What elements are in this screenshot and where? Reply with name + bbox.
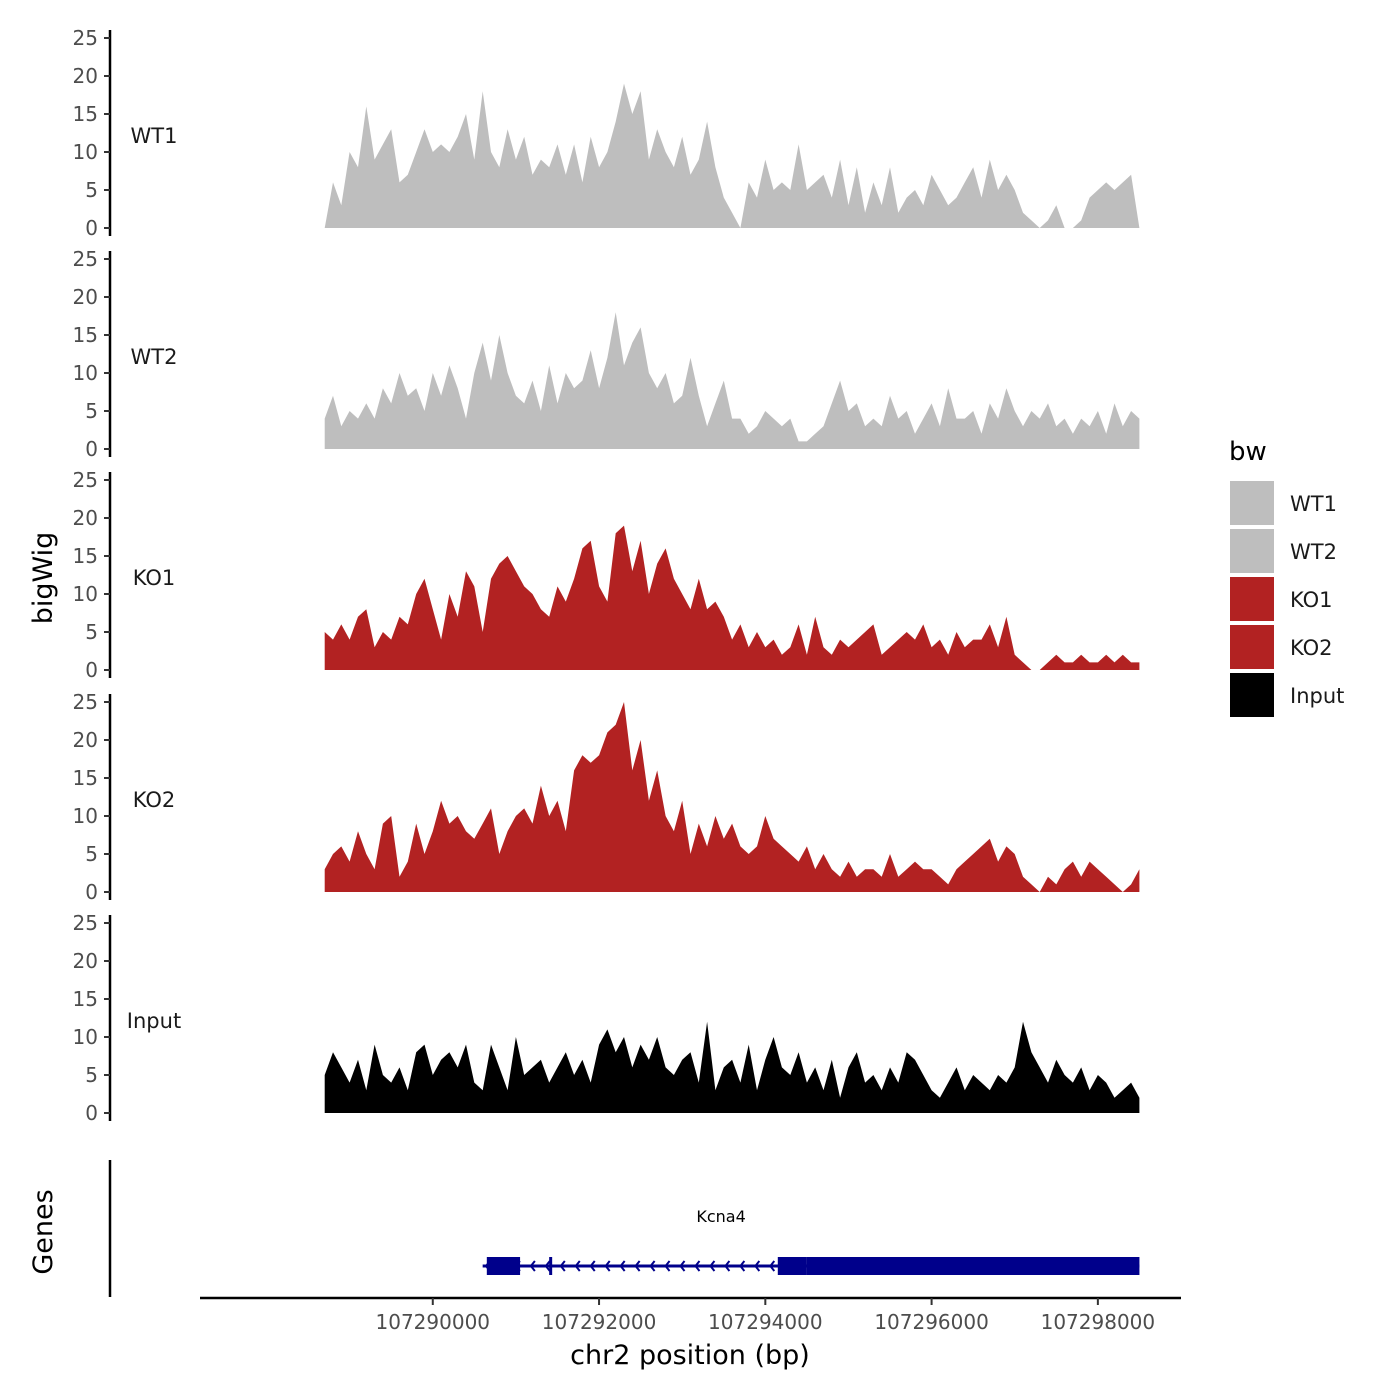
track-ko1: 0 5 10 15 20 25 KO1 [73, 468, 1140, 682]
track-label: WT1 [131, 124, 178, 148]
strand-arrow [619, 1260, 626, 1272]
y-tick-label: 25 [73, 247, 98, 271]
x-tick-label: 107294000 [708, 1310, 823, 1334]
strand-arrow [649, 1260, 656, 1272]
y-tick-label: 20 [73, 949, 98, 973]
strand-arrow [754, 1260, 761, 1272]
y-tick-label: 0 [85, 1101, 98, 1125]
legend-label-ko2: KO2 [1290, 636, 1333, 660]
strand-arrow [559, 1260, 566, 1272]
gene-name-label: Kcna4 [696, 1207, 745, 1226]
track-label: KO2 [133, 788, 176, 812]
y-tick-label: 25 [73, 26, 98, 50]
y-tick-label: 25 [73, 468, 98, 492]
y-tick-label: 0 [85, 658, 98, 682]
track-wt2: 0 5 10 15 20 25 WT2 [73, 247, 1140, 461]
y-tick-label: 20 [73, 728, 98, 752]
y-tick-label: 10 [73, 361, 98, 385]
y-tick-label: 0 [85, 880, 98, 904]
y-tick-label: 5 [85, 842, 98, 866]
strand-arrow [709, 1260, 716, 1272]
gene-kcna4: Kcna4 [482, 1207, 1140, 1275]
y-tick-label: 15 [73, 323, 98, 347]
strand-arrow [574, 1260, 581, 1272]
strand-arrow [529, 1260, 536, 1272]
track-wt1: 0 5 10 15 20 25 WT1 [73, 26, 1140, 240]
strand-arrow [634, 1260, 641, 1272]
legend-key-ko1 [1228, 575, 1276, 623]
y-tick-label: 0 [85, 216, 98, 240]
y-tick-label: 5 [85, 399, 98, 423]
strand-arrow [589, 1260, 596, 1272]
x-tick-label: 107298000 [1041, 1310, 1156, 1334]
y-tick-label: 5 [85, 620, 98, 644]
y-tick-label: 15 [73, 766, 98, 790]
legend-key-wt1 [1228, 479, 1276, 527]
legend-key-input [1228, 671, 1276, 719]
signal-tracks: 0510152025WT10510152025WT20510152025KO10… [73, 26, 1140, 1125]
legend-title: bw [1229, 437, 1267, 467]
strand-arrow [724, 1260, 731, 1272]
gene-exon [777, 1257, 807, 1275]
y-tick-label: 5 [85, 1063, 98, 1087]
y-tick-label: 10 [73, 1025, 98, 1049]
legend-label-wt2: WT2 [1290, 540, 1337, 564]
y-tick-label: 5 [85, 178, 98, 202]
x-tick-label: 107292000 [542, 1310, 657, 1334]
legend-label-input: Input [1290, 684, 1344, 708]
track-input: 0 5 10 15 20 25 Input [73, 911, 1140, 1125]
strand-arrow [604, 1260, 611, 1272]
strand-arrow [769, 1260, 776, 1272]
legend-label-wt1: WT1 [1290, 492, 1337, 516]
track-label: WT2 [131, 345, 178, 369]
signal-area-wt1 [324, 83, 1140, 228]
strand-arrow [544, 1260, 551, 1272]
legend-key-wt2 [1228, 527, 1276, 575]
strand-arrow [664, 1260, 671, 1272]
x-tick-label: 107290000 [376, 1310, 491, 1334]
gene-exon [486, 1257, 521, 1275]
track-label: KO1 [133, 566, 176, 590]
legend-label-ko1: KO1 [1290, 588, 1333, 612]
signal-area-input [324, 1021, 1140, 1113]
track-ko2: 0 5 10 15 20 25 KO2 [73, 690, 1140, 904]
gene-exon [806, 1257, 1140, 1275]
x-tick-label: 107296000 [874, 1310, 989, 1334]
legend: WT1 WT2 KO1 KO2 Input [1228, 479, 1344, 719]
strand-arrow [694, 1260, 701, 1272]
signal-area-ko1 [324, 525, 1140, 670]
track-label: Input [127, 1009, 181, 1033]
y-tick-label: 0 [85, 437, 98, 461]
y-tick-label: 10 [73, 582, 98, 606]
y-tick-label: 25 [73, 911, 98, 935]
x-axis: 107290000 107292000 107294000 107296000 1072… [200, 1296, 1181, 1334]
y-tick-label: 20 [73, 64, 98, 88]
y-axis-title: bigWig [28, 532, 59, 625]
x-axis-title: chr2 position (bp) [570, 1340, 810, 1371]
y-tick-label: 15 [73, 544, 98, 568]
strand-arrow [739, 1260, 746, 1272]
gene-track: Kcna4 [108, 1160, 1140, 1297]
y-tick-label: 25 [73, 690, 98, 714]
y-tick-label: 15 [73, 102, 98, 126]
y-tick-label: 10 [73, 140, 98, 164]
y-tick-label: 20 [73, 285, 98, 309]
gene-exon [549, 1257, 553, 1275]
genes-axis-title: Genes [28, 1189, 59, 1274]
strand-arrow [679, 1260, 686, 1272]
y-tick-label: 20 [73, 506, 98, 530]
signal-area-wt2 [324, 312, 1140, 449]
y-tick-label: 15 [73, 987, 98, 1011]
legend-key-ko2 [1228, 623, 1276, 671]
y-tick-label: 10 [73, 804, 98, 828]
signal-area-ko2 [324, 702, 1140, 892]
